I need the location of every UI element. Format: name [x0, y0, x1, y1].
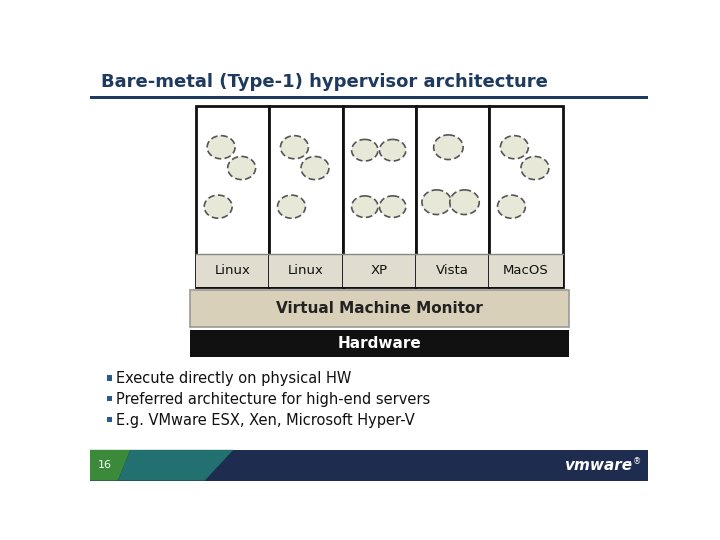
Ellipse shape [521, 157, 549, 180]
Bar [490, 106, 563, 287]
Bar [269, 106, 343, 287]
Text: 16: 16 [98, 460, 112, 470]
Text: ·: · [629, 457, 632, 467]
Text: Virtual Machine Monitor: Virtual Machine Monitor [276, 301, 483, 315]
Bar [107, 375, 112, 381]
Bar [490, 254, 563, 287]
Bar [107, 396, 112, 401]
Ellipse shape [379, 196, 406, 218]
Bar [190, 289, 569, 327]
Polygon shape [118, 450, 233, 481]
Ellipse shape [207, 136, 235, 159]
Text: ®: ® [634, 457, 642, 466]
Ellipse shape [379, 139, 406, 161]
Text: Linux: Linux [215, 264, 251, 277]
Ellipse shape [301, 157, 329, 180]
Ellipse shape [351, 196, 378, 218]
Ellipse shape [450, 190, 480, 214]
Text: Hardware: Hardware [338, 336, 421, 351]
Text: Preferred architecture for high-end servers: Preferred architecture for high-end serv… [117, 392, 431, 407]
Bar [343, 106, 416, 287]
Bar [343, 254, 416, 287]
Ellipse shape [228, 157, 256, 180]
Bar [196, 254, 269, 287]
Ellipse shape [351, 139, 378, 161]
Bar [416, 106, 490, 287]
Ellipse shape [277, 195, 305, 218]
Text: Bare-metal (Type-1) hypervisor architecture: Bare-metal (Type-1) hypervisor architect… [101, 73, 548, 91]
Text: XP: XP [371, 264, 388, 277]
Ellipse shape [498, 195, 526, 218]
Ellipse shape [422, 190, 451, 214]
Text: Linux: Linux [288, 264, 324, 277]
Text: Vista: Vista [436, 264, 469, 277]
Ellipse shape [281, 136, 308, 159]
Bar [196, 106, 269, 287]
Bar [190, 330, 569, 357]
Bar [90, 96, 648, 99]
Text: Execute directly on physical HW: Execute directly on physical HW [117, 372, 352, 387]
Text: vmware: vmware [564, 458, 632, 472]
Bar [269, 254, 343, 287]
Bar [416, 254, 490, 287]
Bar [107, 417, 112, 422]
Bar [90, 450, 648, 481]
Text: MacOS: MacOS [503, 264, 549, 277]
Text: E.g. VMware ESX, Xen, Microsoft Hyper-V: E.g. VMware ESX, Xen, Microsoft Hyper-V [117, 413, 415, 428]
Ellipse shape [204, 195, 232, 218]
Polygon shape [90, 450, 130, 481]
Ellipse shape [500, 136, 528, 159]
Ellipse shape [433, 135, 463, 159]
